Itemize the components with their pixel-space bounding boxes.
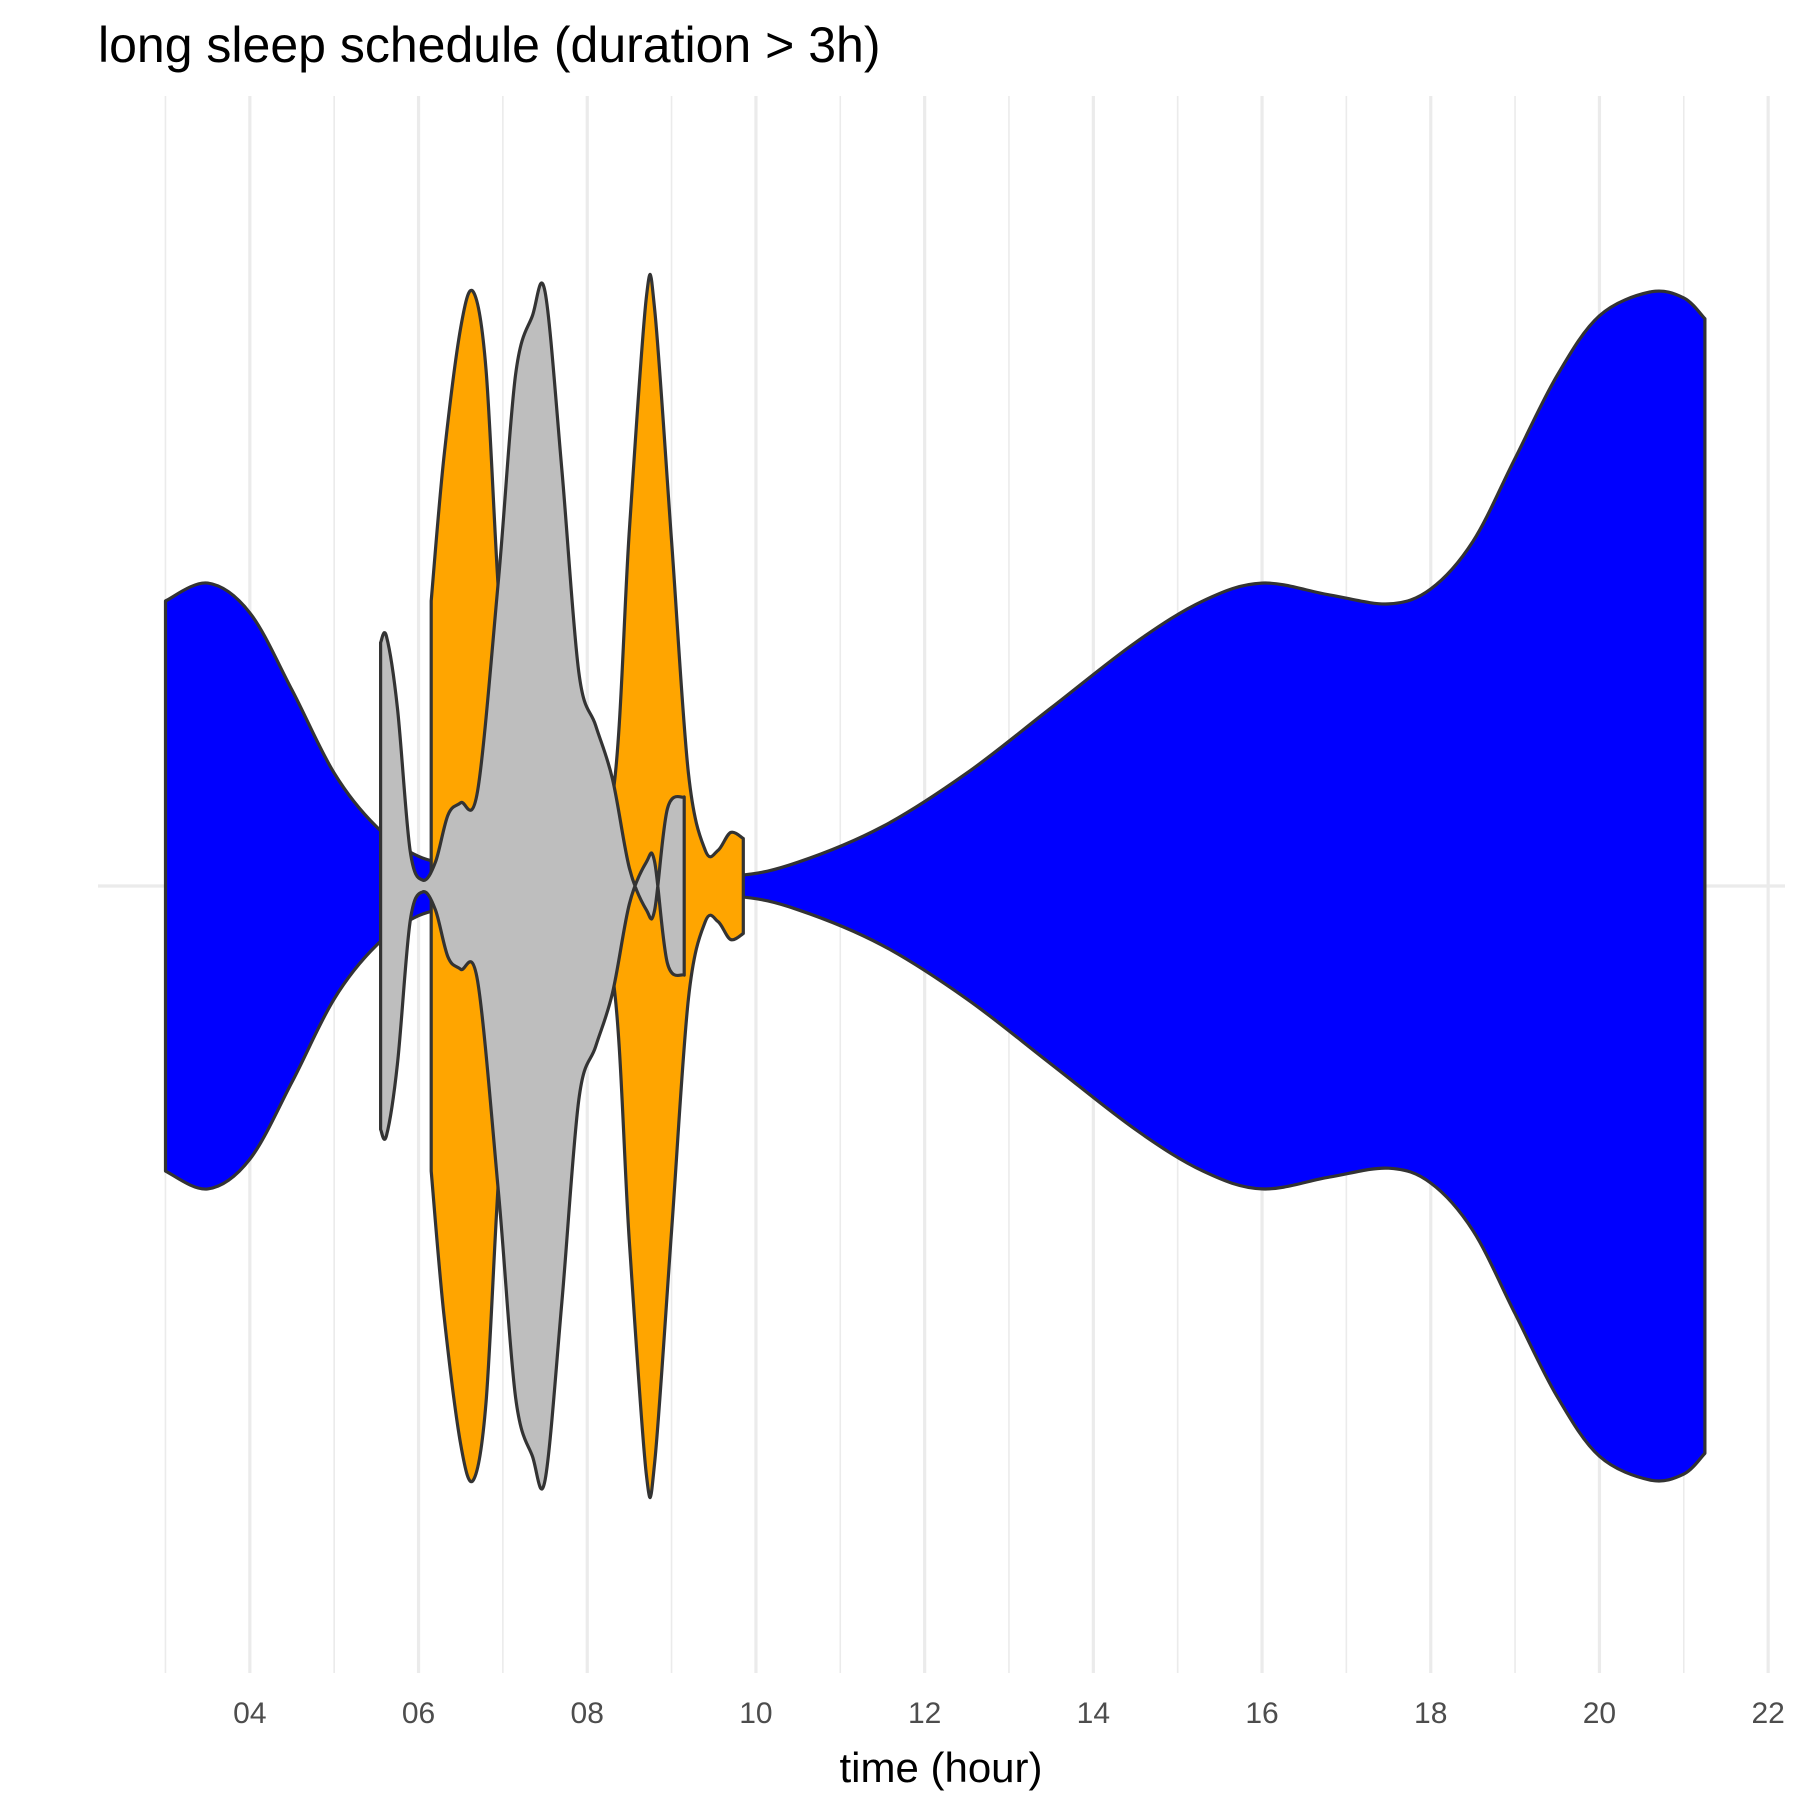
chart-title: long sleep schedule (duration > 3h) [98,17,880,73]
x-tick-label: 16 [1245,1697,1278,1730]
x-tick-label: 08 [571,1697,604,1730]
x-tick-label: 12 [908,1697,941,1730]
x-tick-label: 04 [233,1697,266,1730]
x-tick-label: 10 [739,1697,772,1730]
x-tick-label: 20 [1583,1697,1616,1730]
x-tick-label: 18 [1414,1697,1447,1730]
violins [163,272,1707,1500]
x-tick-label: 22 [1751,1697,1784,1730]
x-tick-label: 06 [402,1697,435,1730]
x-axis-ticks: 04 06 08 10 12 14 16 18 20 22 [233,1697,1785,1730]
x-axis-label: time (hour) [839,1744,1042,1791]
x-tick-label: 14 [1077,1697,1110,1730]
violin-2 [379,281,686,1491]
